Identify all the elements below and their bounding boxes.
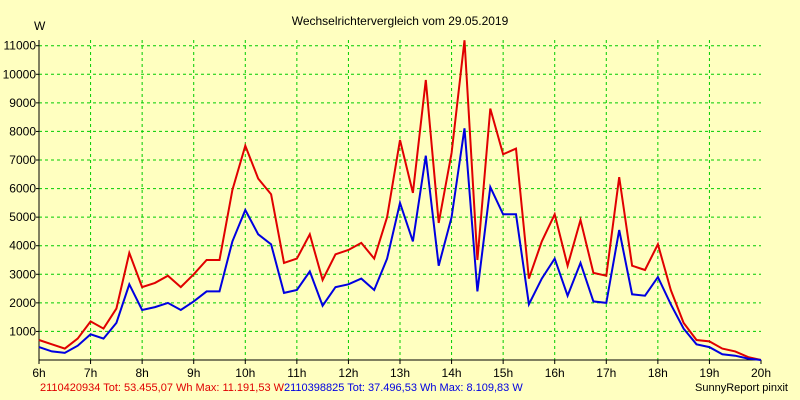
chart-title: Wechselrichtervergleich vom 29.05.2019 (292, 14, 509, 28)
y-tick-label: 6000 (9, 182, 36, 196)
series-line-2 (38, 128, 762, 361)
y-tick-label: 8000 (9, 124, 36, 138)
x-tick-label: 6h (32, 366, 45, 380)
x-tick-label: 11h (287, 366, 306, 380)
x-tick-label: 12h (338, 366, 358, 380)
y-tick-label: 2000 (9, 296, 36, 310)
x-tick-label: 9h (187, 366, 200, 380)
credit-text: SunnyReport pinxit (695, 382, 788, 394)
x-tick-label: 19h (699, 366, 719, 380)
y-tick-label: 7000 (9, 153, 36, 167)
y-axis-label: W (34, 19, 46, 33)
x-tick-label: 15h (493, 366, 513, 380)
y-tick-label: 9000 (9, 96, 36, 110)
x-tick-label: 18h (648, 366, 668, 380)
x-tick-label: 20h (751, 366, 771, 380)
y-tick-label: 4000 (9, 239, 36, 253)
y-tick-label: 11000 (4, 39, 37, 53)
x-tick-label: 13h (390, 366, 410, 380)
legend-series-2-summary: 2110398825 Tot: 37.496,53 Wh Max: 8.109,… (284, 382, 523, 394)
x-tick-label: 14h (442, 366, 462, 380)
y-tick-label: 10000 (3, 67, 37, 81)
legend-series-1-summary: 2110420934 Tot: 53.455,07 Wh Max: 11.191… (40, 382, 285, 394)
x-tick-label: 10h (235, 366, 255, 380)
series-line-1 (38, 40, 762, 361)
y-tick-label: 1000 (9, 324, 36, 338)
x-tick-label: 16h (545, 366, 565, 380)
y-tick-label: 5000 (9, 210, 36, 224)
x-tick-label: 17h (596, 366, 616, 380)
y-tick-label: 3000 (9, 267, 36, 281)
x-tick-label: 7h (84, 366, 97, 380)
x-tick-label: 8h (135, 366, 148, 380)
